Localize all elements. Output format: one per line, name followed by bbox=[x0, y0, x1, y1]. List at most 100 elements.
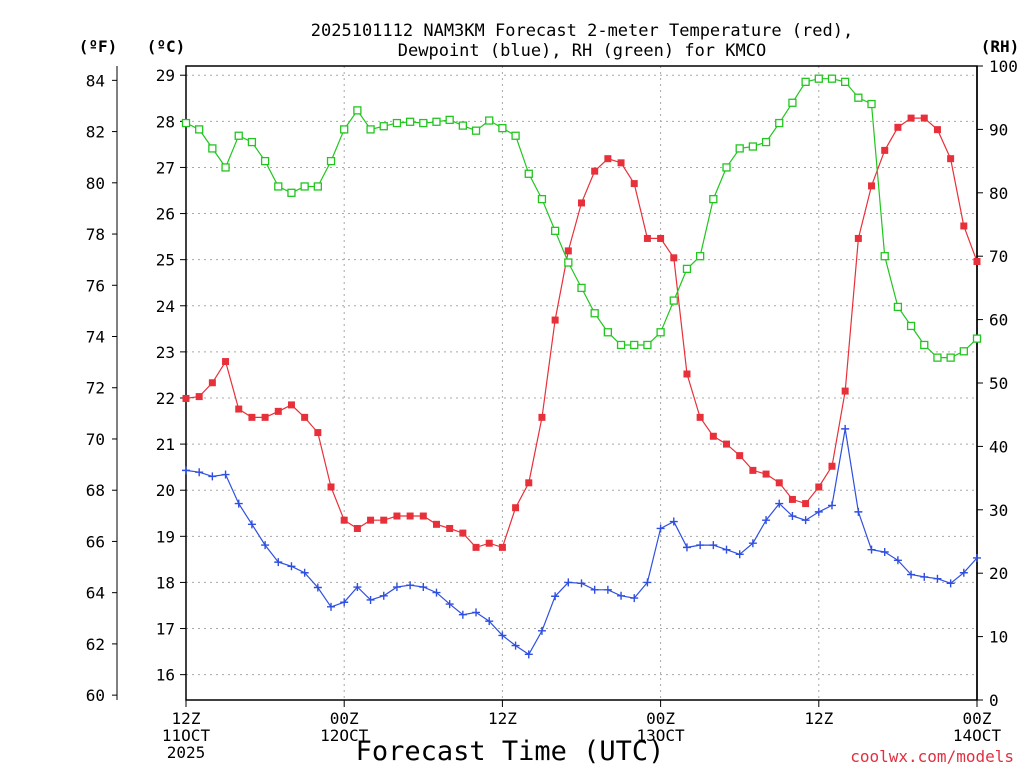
dewpoint-point bbox=[313, 583, 322, 592]
rh-unit-label: (RH) bbox=[981, 37, 1020, 56]
chart-title-line2: Dewpoint (blue), RH (green) for KMCO bbox=[398, 41, 766, 61]
rh-point bbox=[405, 117, 415, 126]
rh-point bbox=[471, 126, 481, 135]
rh-point bbox=[432, 117, 441, 126]
dewpoint-point bbox=[379, 591, 388, 600]
temperature-point bbox=[868, 182, 876, 190]
dewpoint-point bbox=[827, 501, 836, 510]
rh-point bbox=[630, 340, 639, 350]
dewpoint-point bbox=[261, 541, 270, 550]
x-tick-label: 11OCT bbox=[162, 726, 211, 745]
temperature-point bbox=[670, 254, 678, 262]
temperature-point bbox=[841, 387, 849, 395]
temperature-point bbox=[261, 413, 269, 421]
temperature-point bbox=[591, 167, 599, 175]
rh-point bbox=[669, 296, 678, 305]
temperature-point bbox=[683, 370, 691, 378]
temperature-point bbox=[274, 407, 282, 415]
rh-point bbox=[445, 115, 454, 125]
rh-tick-label: 100 bbox=[989, 57, 1018, 76]
celsius-tick-label: 28 bbox=[156, 112, 175, 131]
rh-tick-label: 0 bbox=[989, 691, 999, 710]
rh-point bbox=[893, 302, 903, 312]
dewpoint-point bbox=[327, 602, 336, 611]
temperature-point bbox=[802, 500, 810, 508]
temperature-point bbox=[235, 405, 243, 413]
fahrenheit-tick-label: 66 bbox=[86, 532, 105, 551]
dewpoint-point bbox=[682, 543, 691, 552]
rh-point bbox=[801, 77, 810, 86]
celsius-tick-label: 19 bbox=[156, 527, 175, 546]
temperature-point bbox=[340, 516, 348, 524]
rh-point bbox=[181, 118, 191, 128]
temperature-point bbox=[709, 432, 717, 440]
temperature-point bbox=[248, 413, 256, 421]
rh-point bbox=[379, 122, 388, 131]
rh-point bbox=[761, 137, 771, 147]
dewpoint-point bbox=[775, 499, 784, 508]
rh-point bbox=[906, 321, 916, 331]
rh-point bbox=[511, 131, 520, 140]
temperature-point bbox=[538, 413, 546, 421]
dewpoint-point bbox=[524, 650, 533, 659]
rh-point bbox=[260, 156, 270, 166]
dewpoint-point bbox=[788, 512, 797, 521]
dewpoint-point bbox=[590, 585, 599, 594]
chart-title-line1: 2025101112 NAM3KM Forecast 2-meter Tempe… bbox=[311, 21, 853, 41]
series-layer bbox=[181, 74, 982, 659]
temperature-point bbox=[907, 114, 915, 122]
rh-point bbox=[313, 182, 322, 191]
rh-point bbox=[603, 328, 613, 337]
temperature-point bbox=[736, 452, 744, 460]
rh-point bbox=[195, 125, 204, 134]
dewpoint-point bbox=[946, 579, 955, 588]
temperature-point bbox=[512, 504, 520, 512]
rh-point bbox=[419, 118, 428, 128]
rh-point bbox=[972, 334, 982, 343]
rh-point bbox=[775, 118, 784, 128]
dewpoint-point bbox=[274, 558, 283, 567]
fahrenheit-tick-label: 70 bbox=[86, 430, 105, 449]
dewpoint-point bbox=[340, 598, 349, 607]
rh-point bbox=[287, 188, 296, 197]
temperature-point bbox=[933, 126, 941, 134]
dewpoint-point bbox=[537, 626, 546, 635]
fahrenheit-tick-label: 78 bbox=[86, 225, 105, 244]
temperature-point bbox=[788, 495, 796, 503]
temperature-point bbox=[973, 258, 981, 266]
temperature-point bbox=[327, 483, 335, 491]
temperature-point bbox=[643, 234, 651, 242]
rh-tick-label: 40 bbox=[989, 437, 1008, 456]
dewpoint-point bbox=[577, 579, 586, 588]
dewpoint-point bbox=[182, 466, 190, 475]
x-tick-label: 2025 bbox=[167, 743, 206, 762]
rh-point bbox=[247, 137, 257, 147]
dewpoint-point bbox=[735, 550, 744, 559]
celsius-tick-label: 18 bbox=[156, 573, 175, 592]
rh-point bbox=[920, 340, 929, 350]
dewpoint-point bbox=[392, 583, 401, 592]
dewpoint-point bbox=[880, 547, 889, 556]
fahrenheit-tick-label: 84 bbox=[86, 71, 105, 90]
celsius-tick-label: 16 bbox=[156, 666, 175, 685]
dewpoint-point bbox=[867, 545, 876, 554]
dewpoint-point bbox=[762, 516, 771, 525]
temperature-point bbox=[287, 401, 295, 409]
rh-point bbox=[300, 182, 309, 191]
dewpoint-point bbox=[366, 595, 375, 604]
rh-point bbox=[498, 123, 507, 133]
fahrenheit-tick-label: 74 bbox=[86, 328, 105, 347]
fahrenheit-unit-label: (ºF) bbox=[79, 37, 118, 56]
dewpoint-point bbox=[603, 585, 612, 594]
dewpoint-point bbox=[933, 574, 942, 583]
x-tick-label: 00Z bbox=[330, 709, 359, 728]
temperature-point bbox=[314, 429, 322, 437]
temperature-point bbox=[960, 222, 968, 230]
rh-point bbox=[696, 252, 705, 261]
axes-layer: 16 17 18 19 20 21 22 23 24 25 26 27 28 29 60 62 64 66 68 70… bbox=[86, 57, 1018, 762]
rh-tick-label: 20 bbox=[989, 564, 1008, 583]
rh-point bbox=[867, 99, 876, 109]
rh-point bbox=[590, 309, 599, 318]
rh-point bbox=[366, 125, 375, 134]
dewpoint-point bbox=[841, 424, 850, 433]
